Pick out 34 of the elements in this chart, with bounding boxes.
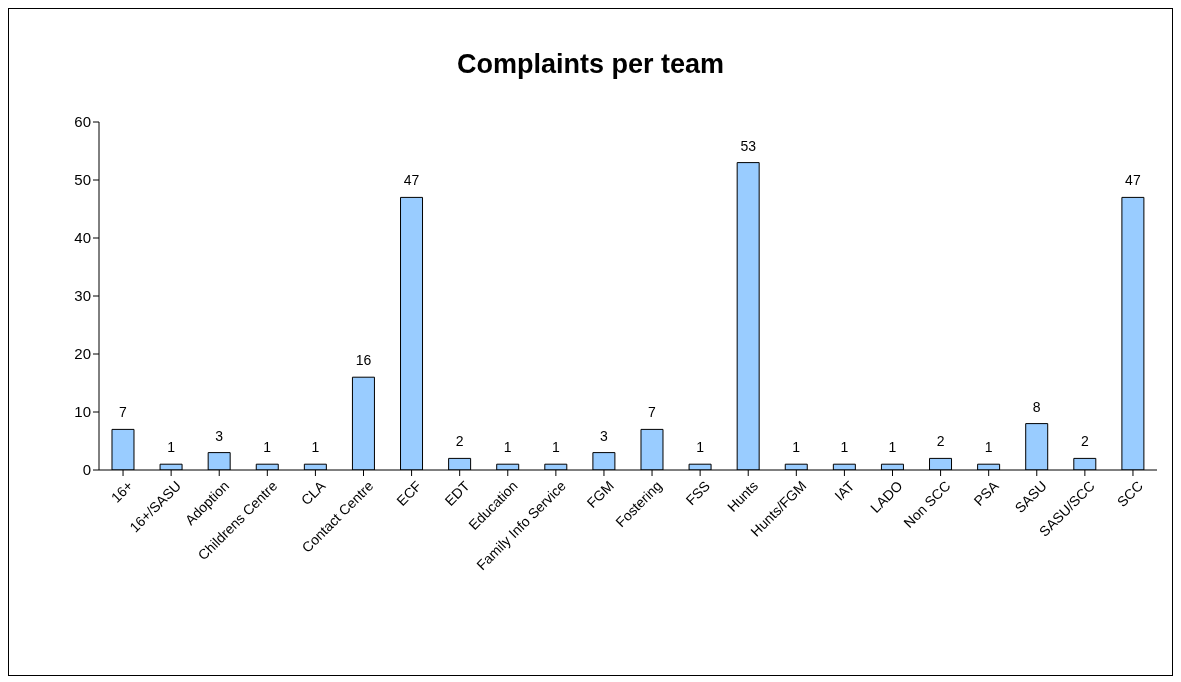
data-label: 7 — [648, 404, 657, 421]
x-tick-label: IAT — [831, 477, 858, 504]
data-label: 1 — [311, 439, 320, 456]
data-label: 3 — [215, 427, 224, 444]
data-label: 1 — [840, 439, 849, 456]
data-label: 1 — [503, 439, 512, 456]
y-tick-label: 20 — [74, 345, 91, 363]
y-tick-label: 30 — [74, 287, 91, 305]
data-label: 1 — [167, 439, 176, 456]
data-label: 3 — [600, 427, 608, 444]
data-label: 1 — [888, 439, 897, 456]
data-label: 2 — [1080, 433, 1089, 450]
x-tick-label: PSA — [970, 477, 1003, 509]
data-label: 1 — [263, 439, 272, 456]
data-label: 16 — [355, 352, 372, 369]
data-label: 53 — [740, 137, 757, 154]
data-label: 2 — [936, 433, 945, 450]
chart-title: Complaints per team — [455, 49, 726, 80]
y-tick-label: 40 — [74, 229, 91, 247]
data-label: 1 — [551, 439, 560, 456]
x-tick-label: CLA — [297, 477, 329, 509]
data-label: 2 — [455, 433, 464, 450]
data-label: 1 — [696, 439, 705, 456]
y-tick-label: 10 — [74, 403, 91, 421]
data-label: 8 — [1032, 398, 1041, 415]
y-tick-label: 0 — [82, 461, 91, 479]
data-label: 1 — [984, 439, 993, 456]
data-label: 1 — [792, 439, 801, 456]
y-tick-label: 60 — [74, 113, 91, 131]
data-label: 47 — [1125, 172, 1141, 189]
data-label: 47 — [403, 172, 420, 189]
data-label: 7 — [119, 404, 128, 421]
y-tick-label: 50 — [74, 171, 91, 189]
x-tick-label: 16+ — [107, 477, 136, 506]
